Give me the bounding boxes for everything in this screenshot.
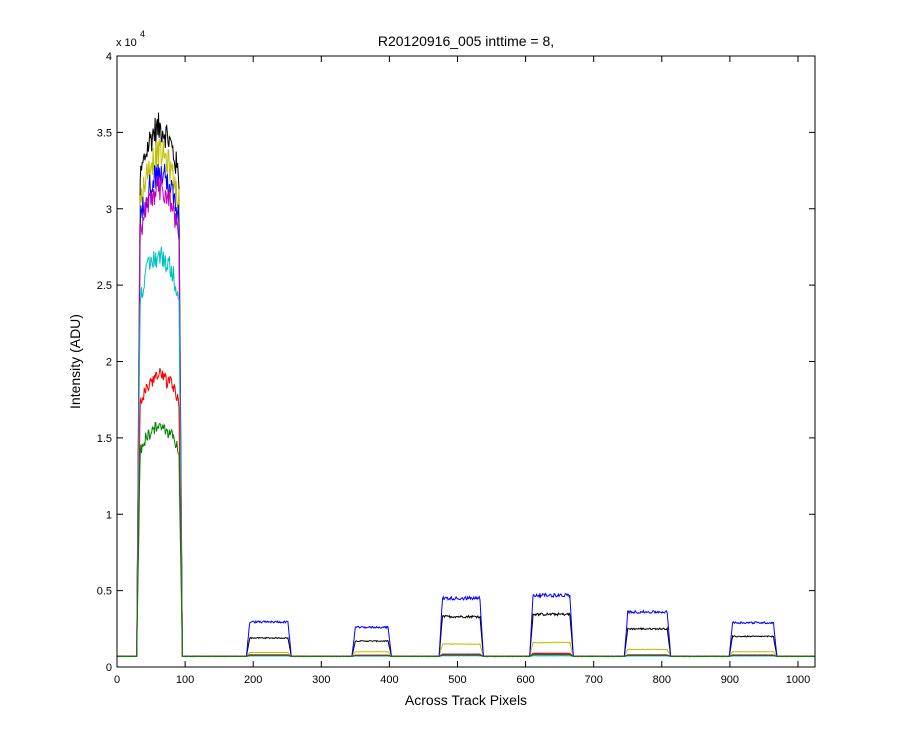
y-exponent-base: x 10 xyxy=(116,37,137,49)
series-line xyxy=(116,174,816,658)
x-tick-label: 900 xyxy=(721,674,739,686)
y-axis-title: Intensity (ADU) xyxy=(67,314,83,409)
series-line xyxy=(116,246,816,658)
x-tick-label: 700 xyxy=(585,674,603,686)
y-tick-label: 2.5 xyxy=(97,280,112,292)
series-layer xyxy=(116,112,816,658)
series-line xyxy=(116,163,816,658)
series-line xyxy=(116,367,816,658)
series-line xyxy=(116,138,816,658)
x-tick-label: 200 xyxy=(244,674,262,686)
ticks-layer: 0 100 200 300 400 500 600 700 800 900 1000 0 0.5 1 1.5… xyxy=(97,51,815,686)
y-exponent-power: 4 xyxy=(140,29,145,39)
y-tick-label: 1.5 xyxy=(97,433,112,445)
y-tick-label: 3.5 xyxy=(97,127,112,139)
x-tick-label: 500 xyxy=(448,674,466,686)
x-tick-label: 400 xyxy=(380,674,398,686)
x-tick-label: 300 xyxy=(312,674,330,686)
x-axis-title: Across Track Pixels xyxy=(405,692,527,708)
y-tick-label: 3 xyxy=(106,204,112,216)
y-tick-label: 0.5 xyxy=(97,586,112,598)
x-tick-label: 800 xyxy=(653,674,671,686)
x-tick-label: 0 xyxy=(114,674,120,686)
y-tick-label: 1 xyxy=(106,509,112,521)
y-tick-label: 4 xyxy=(106,51,112,63)
plot-area-frame xyxy=(116,55,816,668)
x-tick-label: 100 xyxy=(176,674,194,686)
y-tick-label: 2 xyxy=(106,357,112,369)
x-tick-label: 600 xyxy=(516,674,534,686)
series-line xyxy=(116,421,816,658)
x-tick-label: 1000 xyxy=(786,674,810,686)
y-tick-label: 0 xyxy=(106,662,112,674)
chart-title: R20120916_005 inttime = 8, xyxy=(378,33,554,49)
series-line xyxy=(116,112,816,658)
